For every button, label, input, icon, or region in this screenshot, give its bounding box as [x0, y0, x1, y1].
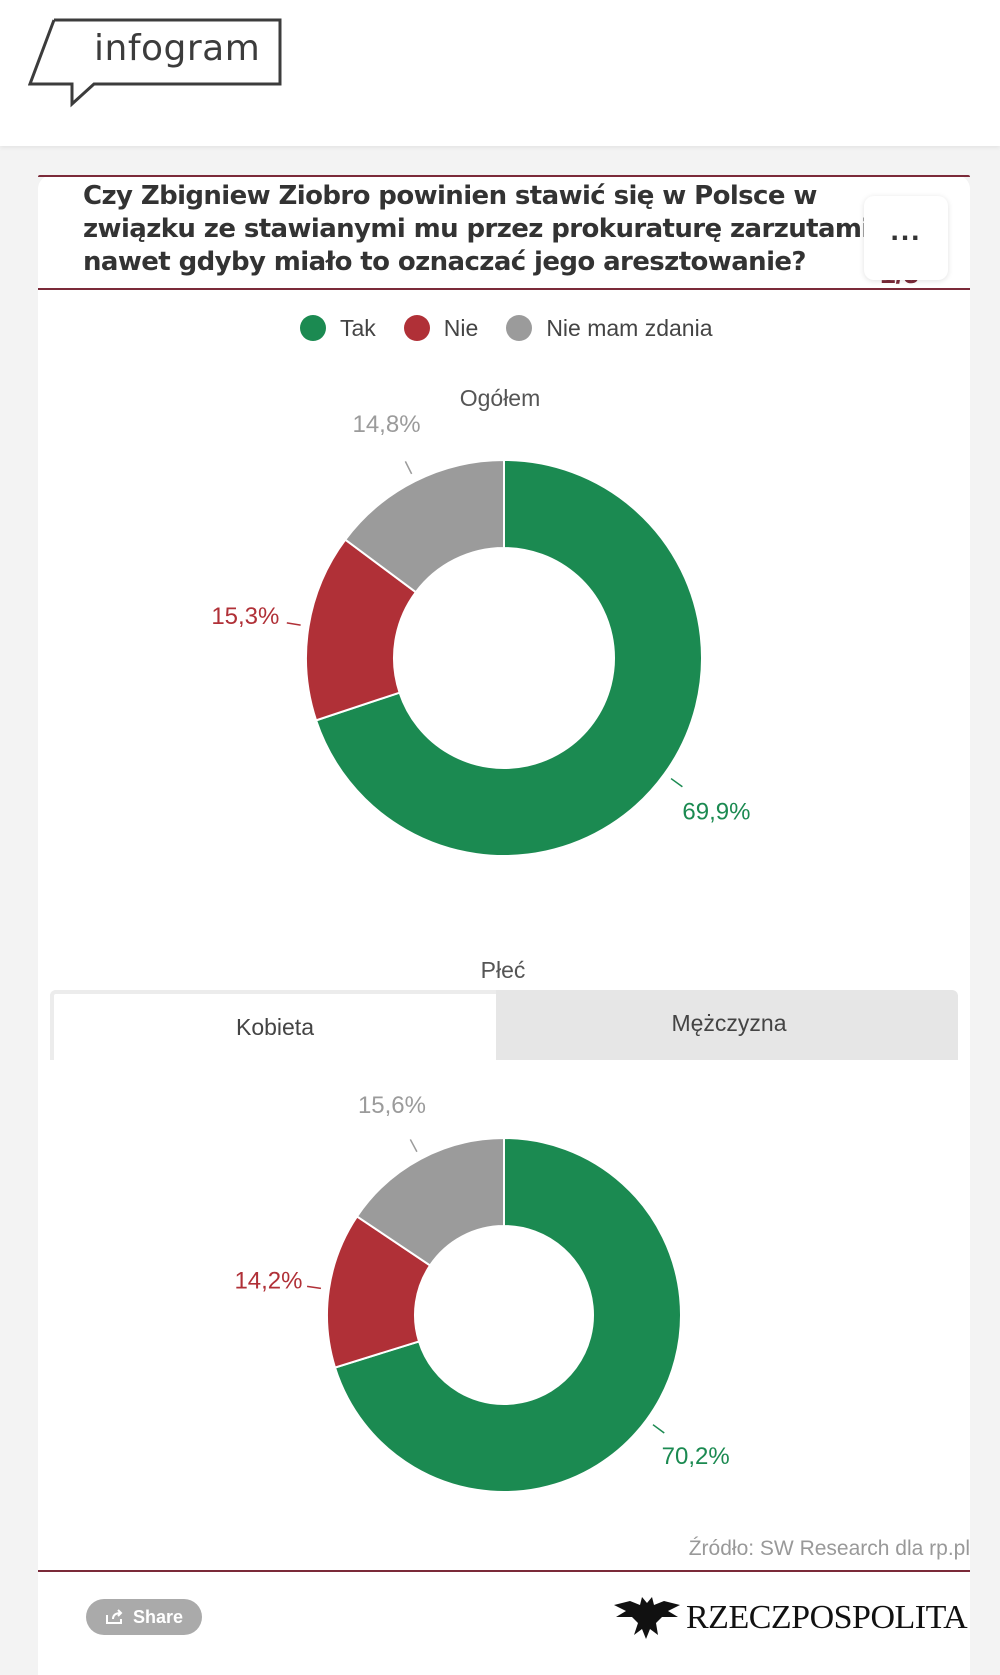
title-rule [38, 288, 970, 290]
card-top-rule [38, 175, 970, 177]
donut-slice-1-tak[interactable] [314, 458, 703, 857]
data-label: 15,3% [211, 603, 279, 630]
share-icon [105, 1609, 123, 1624]
brand-text: RZECZPOSPOLITA [686, 1599, 968, 1636]
leader-line [286, 622, 301, 626]
chart-2-title: Płeć [480, 957, 526, 983]
leader-line [404, 461, 413, 475]
tab-mezczyzna[interactable]: Mężczyzna [671, 1010, 787, 1036]
legend-dot-icon [300, 315, 326, 341]
data-label: 14,8% [352, 411, 420, 438]
donut-slice-2-tak[interactable] [333, 1136, 682, 1493]
chart-title: Czy Zbigniew Ziobro powinien stawić się … [83, 181, 880, 277]
leader-line [409, 1139, 418, 1153]
donut-slice-2-nie-mam-zdania[interactable] [355, 1136, 505, 1267]
tab-kobieta[interactable]: Kobieta [50, 990, 496, 1060]
donut-slice-1-nie-mam-zdania[interactable] [343, 458, 505, 594]
data-label: 70,2% [662, 1443, 730, 1470]
data-label: 69,9% [682, 798, 750, 825]
leader-line [670, 777, 683, 788]
share-label: Share [132, 1606, 184, 1627]
logo-text[interactable]: infogram [94, 28, 261, 69]
legend-item-tak[interactable]: Tak [300, 315, 376, 342]
leader-line [652, 1424, 665, 1434]
legend-dot-icon [506, 315, 533, 341]
legend-label: Tak [340, 314, 376, 341]
source-note: Źródło: SW Research dla rp.pl [688, 1537, 970, 1560]
legend-item-nie-mam-zdania[interactable]: Nie mam zdania [506, 314, 713, 342]
eagle-icon [614, 1597, 680, 1639]
legend: Tak Nie Nie mam zdania [300, 310, 741, 346]
legend-dot-icon [403, 315, 430, 341]
gender-tabs: Kobieta Mężczyzna [50, 990, 958, 1060]
data-label: 14,2% [234, 1268, 302, 1295]
leader-line [306, 1285, 322, 1290]
share-button[interactable]: Share [86, 1599, 202, 1635]
legend-label: Nie mam zdania [546, 314, 713, 341]
footer-rule [38, 1570, 970, 1572]
legend-label: Nie [443, 314, 479, 341]
brand-logo[interactable]: RZECZPOSPOLITA [612, 1593, 968, 1643]
legend-item-nie[interactable]: Nie [403, 314, 479, 342]
data-label: 15,6% [358, 1092, 426, 1119]
infogram-logo[interactable] [28, 16, 288, 110]
chart-1-title: Ogółem [459, 385, 541, 411]
more-options-button[interactable]: ... [864, 196, 948, 280]
top-bar: infogram [0, 0, 1000, 146]
